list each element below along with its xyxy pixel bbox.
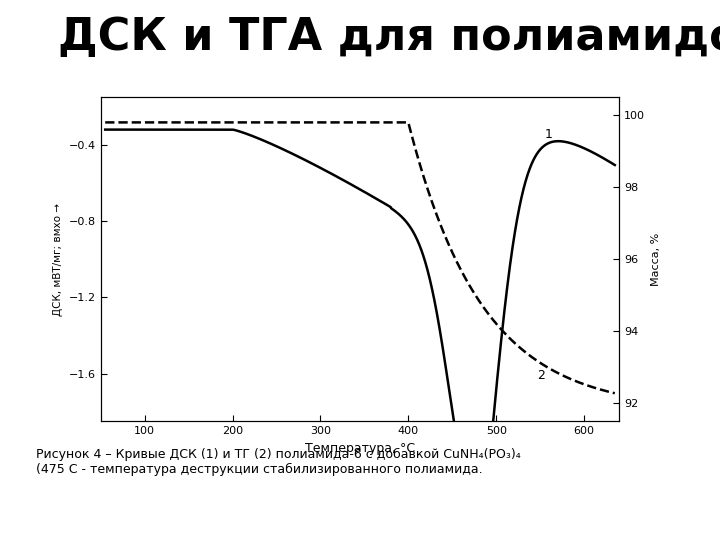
Y-axis label: Масса, %: Масса, %: [651, 233, 661, 286]
Text: 2: 2: [538, 369, 545, 382]
Text: 475 °C: 475 °C: [0, 539, 1, 540]
Y-axis label: ДСК, мВТ/мг; вмхо →: ДСК, мВТ/мг; вмхо →: [53, 202, 63, 316]
Text: Рисунок 4 – Кривые ДСК (1) и ТГ (2) полиамида-6 с добавкой CuNH₄(PO₃)₄
(475 С - : Рисунок 4 – Кривые ДСК (1) и ТГ (2) поли…: [36, 448, 521, 476]
X-axis label: Температура, °С: Температура, °С: [305, 442, 415, 455]
Text: 1: 1: [544, 128, 552, 141]
Text: ДСК и ТГА для полиамидов: ДСК и ТГА для полиамидов: [58, 16, 720, 59]
